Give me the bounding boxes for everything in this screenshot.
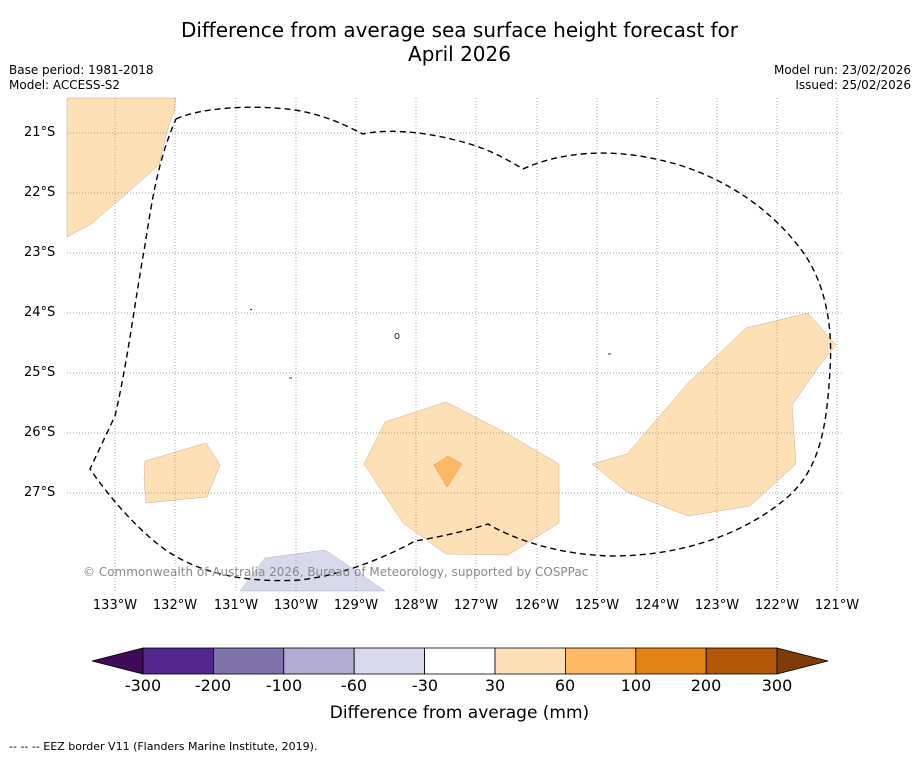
colorbar-extend-min xyxy=(91,647,144,675)
lat-label: 25°S xyxy=(24,365,56,380)
colorbar-tick-label: -200 xyxy=(194,676,232,695)
map-panel xyxy=(66,97,843,592)
island-mark xyxy=(394,333,400,339)
lon-label: 122°W xyxy=(754,598,800,613)
colorbar-bin xyxy=(142,647,214,675)
colorbar-tick-label: -30 xyxy=(411,676,439,695)
model-name: Model: ACCESS-S2 xyxy=(9,78,121,92)
colorbar-bin xyxy=(212,647,285,675)
title-line-2: April 2026 xyxy=(408,42,511,66)
eez-footnote: -- -- -- EEZ border V11 (Flanders Marine… xyxy=(9,740,318,753)
island-mark xyxy=(249,308,253,311)
colorbar-tick-label: -100 xyxy=(265,676,303,695)
colorbar-tick-label: 60 xyxy=(554,676,576,695)
lon-label: 130°W xyxy=(273,598,319,613)
colorbar-bin xyxy=(283,647,355,675)
colorbar xyxy=(91,647,829,675)
anomaly-patch-central-core xyxy=(433,455,463,488)
issued-date: Issued: 25/02/2026 xyxy=(795,78,911,92)
colorbar-tick-label: 300 xyxy=(761,676,793,695)
anomaly-patch-east xyxy=(591,312,837,517)
colorbar-tick-label: 100 xyxy=(620,676,652,695)
meta-left: Base period: 1981-2018 Model: ACCESS-S2 xyxy=(9,63,154,93)
base-period: Base period: 1981-2018 xyxy=(9,63,154,77)
colorbar-bin xyxy=(424,647,496,675)
colorbar-tick-label: 200 xyxy=(690,676,722,695)
meta-right: Model run: 23/02/2026 Issued: 25/02/2026 xyxy=(774,63,911,93)
lon-label: 124°W xyxy=(634,598,680,613)
lon-label: 133°W xyxy=(92,598,138,613)
lat-label: 23°S xyxy=(24,245,56,260)
anomaly-patch-southwest xyxy=(143,442,221,504)
colorbar-title: Difference from average (mm) xyxy=(329,703,590,723)
chart-title: Difference from average sea surface heig… xyxy=(0,18,919,66)
lat-label: 26°S xyxy=(24,425,56,440)
copyright-notice: © Commonwealth of Australia 2026, Bureau… xyxy=(83,565,589,579)
colorbar-bin xyxy=(353,647,426,675)
lon-label: 126°W xyxy=(514,598,560,613)
title-line-1: Difference from average sea surface heig… xyxy=(180,18,739,42)
colorbar-tick-label: -300 xyxy=(124,676,162,695)
colorbar-bin xyxy=(565,647,637,675)
colorbar-bin xyxy=(494,647,566,675)
lon-label: 132°W xyxy=(152,598,198,613)
lon-label: 125°W xyxy=(574,598,620,613)
lon-label: 123°W xyxy=(694,598,740,613)
lon-label: 127°W xyxy=(453,598,499,613)
lat-label: 22°S xyxy=(24,185,56,200)
colorbar-bin xyxy=(705,647,778,675)
lon-label: 128°W xyxy=(393,598,439,613)
graticule xyxy=(67,98,843,591)
colorbar-tick-label: -60 xyxy=(340,676,368,695)
lat-label: 21°S xyxy=(24,125,56,140)
colorbar-tick-label: 30 xyxy=(484,676,506,695)
model-run: Model run: 23/02/2026 xyxy=(773,63,911,77)
colorbar-extend-max xyxy=(776,647,829,675)
colorbar-bin xyxy=(635,647,707,675)
eez-border xyxy=(89,106,832,582)
anomaly-patch-central xyxy=(363,401,560,556)
lon-label: 129°W xyxy=(333,598,379,613)
lat-label: 24°S xyxy=(24,305,56,320)
lat-label: 27°S xyxy=(24,485,56,500)
lon-label: 121°W xyxy=(814,598,860,613)
lon-label: 131°W xyxy=(213,598,259,613)
